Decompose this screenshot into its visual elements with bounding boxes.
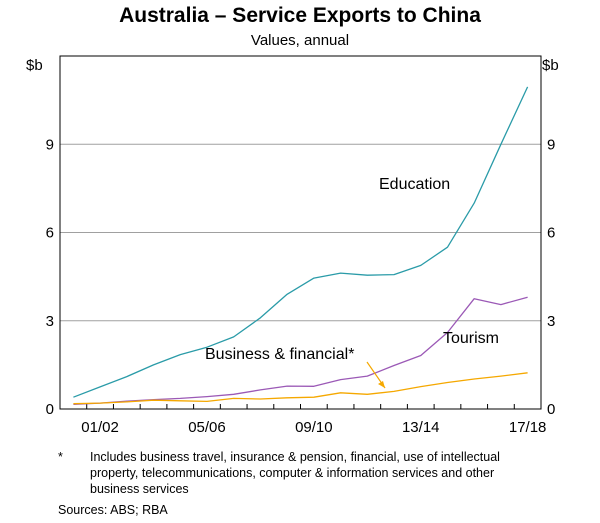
x-tick-label-09-10: 09/10	[295, 419, 333, 436]
business-label-arrowhead	[378, 381, 385, 388]
x-tick-label-01-02: 01/02	[81, 419, 119, 436]
x-tick-label-17-18: 17/18	[509, 419, 547, 436]
x-tick-label-05-06: 05/06	[188, 419, 226, 436]
y-tick-left-3: 3	[46, 313, 54, 330]
y-tick-right-0: 0	[547, 401, 555, 418]
y-unit-right: $b	[542, 57, 559, 74]
chart-subtitle: Values, annual	[250, 32, 350, 49]
y-tick-left-0: 0	[46, 401, 54, 418]
footnote-text: Includes business travel, insurance & pe…	[90, 450, 500, 496]
y-tick-right-3: 3	[547, 313, 555, 330]
series-label-tourism: Tourism	[443, 330, 499, 347]
series-label-education: Education	[379, 176, 450, 193]
series-line-business	[73, 372, 528, 405]
y-tick-left-6: 6	[46, 225, 54, 242]
series-line-education	[73, 86, 529, 398]
chart-title: Australia – Service Exports to China	[119, 4, 481, 27]
x-tick-label-13-14: 13/14	[402, 419, 440, 436]
footnote-mark: *	[58, 450, 63, 464]
y-tick-right-9: 9	[547, 136, 555, 153]
y-tick-right-6: 6	[547, 225, 555, 242]
y-unit-left: $b	[26, 57, 43, 74]
sources-note: Sources: ABS; RBA	[58, 503, 168, 517]
series-label-business: Business & financial*	[205, 346, 354, 363]
y-tick-left-9: 9	[46, 136, 54, 153]
